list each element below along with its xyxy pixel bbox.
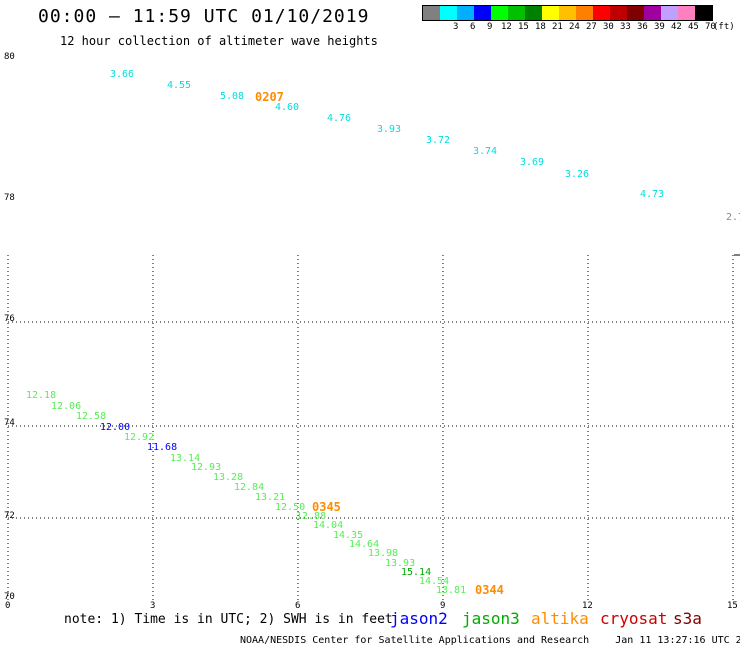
wave-height-label: 4.55: [167, 80, 192, 91]
x-tick-label: 3: [150, 601, 156, 611]
legend-swatch: [661, 6, 678, 20]
y-tick-label: 72: [4, 511, 15, 521]
wave-height-label: 12.06: [51, 401, 82, 412]
wave-height-label: 14.04: [313, 520, 344, 531]
wave-height-label: 12.00: [100, 422, 131, 433]
wave-height-label: 5.08: [220, 91, 245, 102]
wave-height-label: 12.92: [124, 432, 155, 443]
time-tag: 0345: [312, 500, 341, 514]
y-tick-label: 74: [4, 418, 15, 428]
wave-height-label: 13.81: [436, 585, 467, 596]
wave-height-label: 3.69: [520, 157, 545, 168]
x-tick-label: 15: [727, 601, 738, 611]
map-title: 00:00 – 11:59 UTC 01/10/2019: [38, 6, 370, 27]
satellite-label-jason2: jason2: [390, 609, 448, 628]
legend-tick-label: 9: [487, 22, 493, 32]
wave-height-label: 12.58: [76, 411, 107, 422]
y-tick-label: 80: [4, 52, 15, 62]
wave-height-label: 12.18: [26, 390, 57, 401]
wave-height-label: 13.93: [385, 558, 416, 569]
legend-unit-label: (ft): [713, 22, 735, 32]
legend-swatch: [559, 6, 576, 20]
x-tick-label: 12: [582, 601, 593, 611]
units-note: note: 1) Time is in UTC; 2) SWH is in fe…: [64, 612, 393, 627]
legend-swatch: [525, 6, 542, 20]
wave-height-label: 4.76: [327, 113, 352, 124]
legend-tick-label: 27: [586, 22, 597, 32]
legend-swatch: [440, 6, 457, 20]
legend-swatch: [576, 6, 593, 20]
legend-tick-label: 3: [453, 22, 459, 32]
legend-tick-label: 6: [470, 22, 476, 32]
satellite-label-jason3: jason3: [462, 609, 520, 628]
legend-swatch: [542, 6, 559, 20]
legend-tick-label: 70: [705, 22, 716, 32]
wave-height-label: 15.14: [401, 567, 432, 578]
satellite-label-s3a: s3a: [673, 609, 702, 628]
color-scale-labels: 3 6 9 12 15 18 21 24 27 30 33 36 39 42 45 70 (ft): [420, 22, 740, 34]
legend-tick-label: 45: [688, 22, 699, 32]
y-tick-label: 70: [4, 592, 15, 602]
legend-swatch: [508, 6, 525, 20]
legend-swatch: [457, 6, 474, 20]
wave-height-label: 13.21: [255, 492, 286, 503]
legend-tick-label: 33: [620, 22, 631, 32]
legend-tick-label: 15: [518, 22, 529, 32]
wave-height-label: 14.35: [333, 530, 364, 541]
legend-tick-label: 30: [603, 22, 614, 32]
wave-height-label: 12.88: [296, 511, 327, 522]
wave-height-label: 14.64: [349, 539, 380, 550]
wave-height-label: 12.50: [275, 502, 306, 513]
legend-swatch: [695, 6, 712, 20]
wave-height-label: 13.98: [368, 548, 399, 559]
y-tick-label: 76: [4, 314, 15, 324]
wave-height-label: 3.74: [473, 146, 498, 157]
legend-swatch: [491, 6, 508, 20]
x-tick-label: 9: [440, 601, 446, 611]
footer-credit: NOAA/NESDIS Center for Satellite Applica…: [240, 635, 740, 646]
wave-height-label: 3.66: [110, 69, 135, 80]
footer-agency: NOAA/NESDIS Center for Satellite Applica…: [240, 635, 590, 646]
footer-timestamp: Jan 11 13:27:16 UTC 2019: [615, 635, 740, 646]
legend-swatch: [627, 6, 644, 20]
wave-height-label: 2.7: [726, 212, 740, 223]
wave-height-label: 3.26: [565, 169, 590, 180]
legend-tick-label: 21: [552, 22, 563, 32]
legend-swatch: [610, 6, 627, 20]
legend-swatch: [644, 6, 661, 20]
legend-swatch: [474, 6, 491, 20]
wave-height-label: 4.60: [275, 102, 300, 113]
legend-swatch: [423, 6, 440, 20]
wave-height-label: 4.73: [640, 189, 665, 200]
wave-height-label: 13.28: [213, 472, 244, 483]
wave-height-label: 3.72: [426, 135, 451, 146]
x-tick-label: 0: [5, 601, 11, 611]
wave-height-label: 3.93: [377, 124, 402, 135]
wave-height-label: 12.84: [234, 482, 265, 493]
color-scale-legend: [422, 5, 713, 21]
legend-tick-label: 42: [671, 22, 682, 32]
legend-swatch: [678, 6, 695, 20]
time-tag: 0207: [255, 90, 284, 104]
wave-height-label: 11.68: [147, 442, 178, 453]
legend-tick-label: 24: [569, 22, 580, 32]
x-tick-label: 6: [295, 601, 301, 611]
satellite-label-cryosat: cryosat: [600, 609, 668, 628]
wave-height-label: 12.93: [191, 462, 222, 473]
legend-tick-label: 39: [654, 22, 665, 32]
legend-swatch: [593, 6, 610, 20]
map-subtitle: 12 hour collection of altimeter wave hei…: [60, 34, 378, 48]
time-tag: 0344: [475, 583, 504, 597]
y-tick-label: 78: [4, 193, 15, 203]
legend-tick-label: 36: [637, 22, 648, 32]
satellite-label-altika: altika: [531, 609, 589, 628]
legend-tick-label: 18: [535, 22, 546, 32]
legend-tick-label: 12: [501, 22, 512, 32]
wave-height-label: 14.54: [419, 576, 450, 587]
wave-height-label: 13.14: [170, 453, 201, 464]
